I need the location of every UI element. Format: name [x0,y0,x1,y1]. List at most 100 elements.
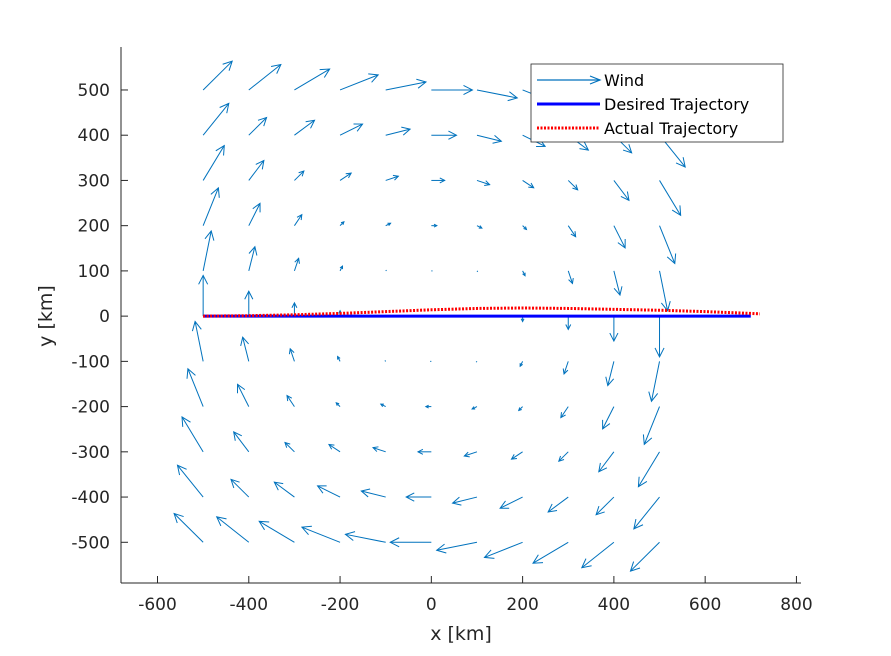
wind-arrow [339,221,345,227]
wind-arrow [642,406,660,446]
wind-arrow [471,406,478,410]
x-axis-ticks: -600 -400 -200 0 200 400 600 800 [138,576,813,615]
wind-arrow [558,451,569,462]
wind-arrow [237,383,250,407]
x-tick-label: 0 [426,595,437,615]
wind-arrow [339,172,353,181]
wind-arrow [613,270,623,297]
wind-arrow [186,367,204,407]
wind-arrow [547,496,569,513]
y-tick-label: -100 [71,352,110,372]
wind-arrow [613,225,626,249]
wind-arrow [560,406,569,419]
y-tick-label: 100 [78,262,110,282]
wind-arrow [405,492,432,502]
wind-arrow [335,401,341,407]
wind-arrow [240,336,250,362]
wind-arrow [609,316,619,343]
y-tick-label: 500 [78,81,110,101]
wind-arrow [176,464,204,498]
wind-arrow [431,84,474,95]
wind-arrow [648,361,661,403]
wind-arrow [294,119,316,136]
wind-arrow [198,274,209,317]
wind-arrow [202,229,215,271]
wind-arrow [431,177,446,184]
x-tick-label: 200 [506,595,538,615]
wind-arrow [532,541,569,564]
wind-arrow [215,516,250,543]
wind-arrow [248,116,268,136]
wind-arrow [598,451,615,473]
wind-arrow [202,144,225,181]
wind-arrow [248,63,282,91]
x-tick-label: -400 [229,595,268,615]
legend-entry-desired: Desired Trajectory [537,95,749,114]
wind-arrow [371,446,386,453]
wind-arrow [483,541,523,559]
y-tick-label: 200 [78,217,110,237]
wind-arrow [605,361,615,387]
x-tick-label: 400 [598,595,630,615]
wind-arrow [580,541,615,569]
wind-arrow [288,347,295,362]
wind-arrow [244,290,254,317]
wind-arrow [595,496,615,516]
wind-arrow [565,316,572,331]
wind-arrow [316,485,341,498]
y-tick-label: -500 [71,533,110,553]
wind-arrow [476,134,503,144]
wind-arrow [463,451,478,458]
legend: Wind Desired Trajectory Actual Trajector… [530,63,784,143]
wind-arrow [385,78,428,91]
legend-entry-wind: Wind [537,71,644,90]
wind-arrow [273,481,295,498]
wind-arrow [654,316,665,358]
wind-arrow [613,180,630,202]
wind-arrow [337,355,341,362]
wind-arrow [294,170,305,181]
wind-arrow [629,541,660,572]
wind-arrow [286,394,295,407]
wind-arrow [202,186,220,226]
wind-arrow [258,520,295,543]
y-tick-label: 0 [99,307,110,327]
wind-arrow [284,441,295,453]
wind-arrow [517,406,523,412]
wind-arrow [522,180,535,189]
y-tick-label: -200 [71,398,110,418]
wind-arrow [499,496,523,509]
wind-arrow [416,448,432,455]
wind-arrow [248,159,265,181]
y-tick-label: 300 [78,171,110,191]
wind-arrow [230,478,250,498]
wind-arrow [424,404,432,409]
wind-arrow [339,123,364,136]
wind-arrow [385,269,387,272]
legend-wind-arrowhead-icon [589,75,602,85]
wind-arrow [633,496,660,530]
legend-entry-actual: Actual Trajectory [537,119,738,138]
wind-arrow [562,361,569,375]
wind-arrow [389,537,432,548]
legend-label-desired: Desired Trajectory [604,95,749,114]
wind-arrow [328,443,341,453]
wind-arrow [385,222,392,227]
wind-arrow [384,360,387,362]
x-tick-label: -200 [321,595,360,615]
wind-arrow [202,102,230,136]
wind-arrow [637,451,660,488]
axes: -600 -400 -200 0 200 400 600 800 -500 -400 -300 -2… [35,47,813,645]
wind-arrow [659,225,677,265]
wind-arrow [522,225,528,231]
wind-arrow [294,213,303,226]
wind-arrow [476,89,519,102]
wind-arrow [567,270,574,285]
wind-arrow [431,130,458,140]
wind-arrow [451,496,478,506]
wind-arrow [602,406,615,430]
wind-arrow [294,68,331,91]
wind-arrow [659,180,682,217]
wind-arrow [659,270,671,312]
